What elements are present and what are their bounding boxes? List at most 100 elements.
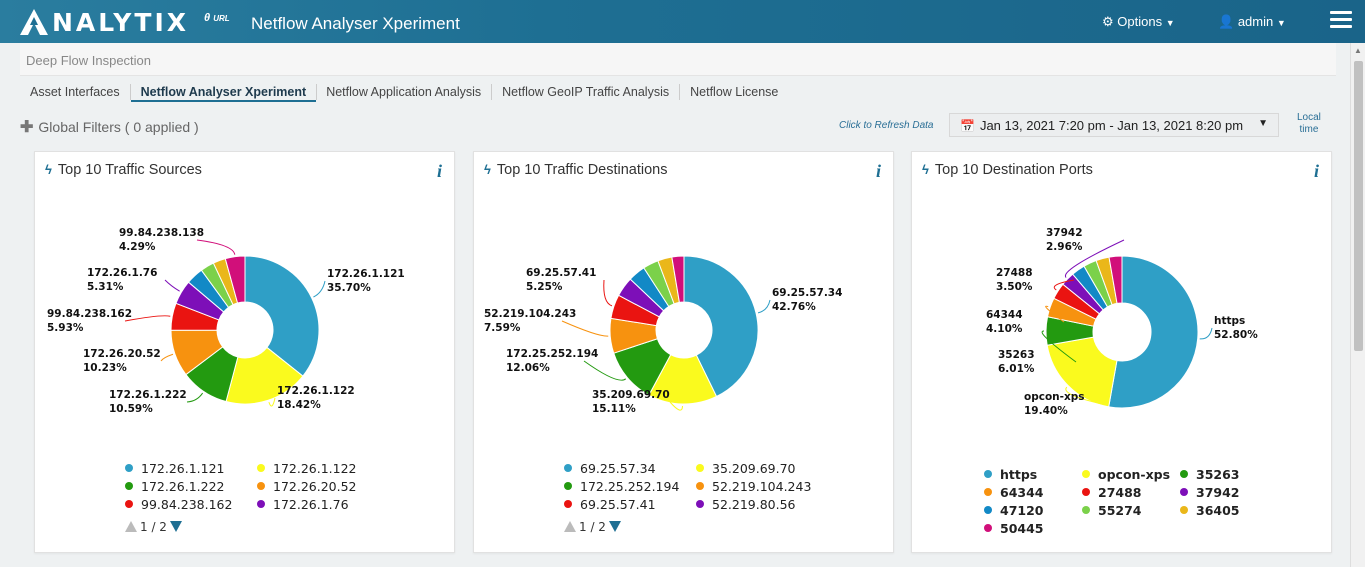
legend-item[interactable]: 52.219.104.243 (696, 479, 811, 494)
legend-label: 37942 (1196, 485, 1240, 500)
callout-line (561, 320, 609, 337)
legend-label: 172.26.20.52 (273, 479, 357, 494)
legend-item[interactable]: opcon-xps (1082, 467, 1170, 482)
pie-slice[interactable] (671, 255, 685, 303)
legend-label: 64344 (1000, 485, 1044, 500)
legend-item[interactable]: 35.209.69.70 (696, 461, 796, 476)
legend-item[interactable]: 47120 (984, 503, 1044, 518)
scroll-up-arrow-icon[interactable]: ▲ (1354, 46, 1362, 55)
pager-down-icon[interactable] (608, 521, 621, 532)
destination-ports-card: ϟ Top 10 Destination Ports i https 52.80% o… (911, 151, 1332, 553)
legend-item[interactable]: 35263 (1180, 467, 1240, 482)
legend-label: 69.25.57.41 (580, 497, 656, 512)
callout-name: 172.26.1.222 (109, 389, 187, 401)
callout-line (603, 279, 613, 307)
top-navbar: NALYTIX θ URL Netflow Analyser Xperiment… (0, 0, 1365, 43)
plus-icon: ✚ (20, 119, 34, 136)
legend-item[interactable]: 36405 (1180, 503, 1240, 518)
legend-item[interactable]: 172.26.20.52 (257, 479, 357, 494)
pager-up-icon[interactable] (125, 521, 137, 532)
logo-a-icon (20, 9, 48, 35)
legend-label: 55274 (1098, 503, 1142, 518)
page-scrollbar[interactable]: ▲ (1350, 43, 1365, 567)
hamburger-menu-icon[interactable] (1330, 11, 1352, 29)
tab-asset-interfaces[interactable]: Asset Interfaces (20, 84, 131, 100)
legend-dot (125, 482, 133, 490)
info-icon[interactable]: i (875, 161, 881, 181)
card-title: ϟ Top 10 Destination Ports (922, 162, 1093, 178)
legend-label: 50445 (1000, 521, 1044, 536)
global-filters-label: Global Filters ( 0 applied ) (38, 119, 199, 135)
callout-name: 64344 (986, 309, 1023, 321)
info-icon[interactable]: i (1313, 161, 1319, 181)
legend-label: 52.219.80.56 (712, 497, 796, 512)
pie-slice[interactable] (1108, 255, 1199, 409)
callout-percent: 15.11% (592, 403, 636, 415)
tab-netflow-application-analysis[interactable]: Netflow Application Analysis (316, 84, 493, 100)
legend-dot (984, 506, 992, 514)
legend-dot (257, 464, 265, 472)
pie-slice[interactable] (1046, 336, 1118, 408)
tab-netflow-geoip-traffic-analysis[interactable]: Netflow GeoIP Traffic Analysis (492, 84, 681, 100)
user-menu[interactable]: 👤 admin ▼ (1218, 14, 1286, 30)
callout-line (196, 239, 236, 255)
legend-item[interactable]: 69.25.57.34 (564, 461, 656, 476)
callout-name: 27488 (996, 267, 1033, 279)
callout-name: 52.219.104.243 (484, 308, 576, 320)
legend-dot (1082, 488, 1090, 496)
refresh-data-link[interactable]: Click to Refresh Data (839, 120, 934, 131)
legend-item[interactable]: 27488 (1082, 485, 1142, 500)
callout-percent: 12.06% (506, 362, 550, 374)
card-title-text: Top 10 Destination Ports (934, 162, 1093, 178)
donut-chart: https 52.80% opcon-xps 19.40% 35263 6.01% 6434… (986, 227, 1258, 417)
legend-item[interactable]: 55274 (1082, 503, 1142, 518)
pie-slice[interactable] (683, 255, 759, 398)
url-icon[interactable]: θ URL (204, 12, 230, 24)
global-filters-toggle[interactable]: ✚ Global Filters ( 0 applied ) (20, 117, 199, 137)
legend-item[interactable]: 172.26.1.222 (125, 479, 225, 494)
callout-line (1053, 279, 1075, 291)
legend-dot (564, 500, 572, 508)
legend-item[interactable]: 172.25.252.194 (564, 479, 679, 494)
pie-slice[interactable] (1108, 255, 1123, 305)
scroll-thumb[interactable] (1354, 61, 1363, 351)
callout-name: 69.25.57.34 (772, 287, 842, 299)
callout-percent: 18.42% (277, 399, 321, 411)
tab-netflow-license[interactable]: Netflow License (690, 85, 779, 99)
legend-item[interactable]: 50445 (984, 521, 1044, 536)
callout-percent: 10.59% (109, 403, 153, 415)
legend-item[interactable]: 69.25.57.41 (564, 497, 656, 512)
legend-item[interactable]: 52.219.80.56 (696, 497, 796, 512)
calendar-icon: 📅 (960, 119, 975, 133)
legend-label: 47120 (1000, 503, 1044, 518)
bolt-icon: ϟ (922, 162, 929, 177)
pie-slice[interactable] (244, 255, 320, 377)
pie-slice[interactable] (224, 255, 246, 304)
options-menu[interactable]: ⚙ Options ▼ (1102, 14, 1175, 30)
tab-netflow-analyser-xperiment[interactable]: Netflow Analyser Xperiment (130, 82, 317, 102)
date-range-picker[interactable]: 📅 Jan 13, 2021 7:20 pm - Jan 13, 2021 8:2… (949, 113, 1279, 137)
legend-item[interactable]: 99.84.238.162 (125, 497, 232, 512)
callout-name: 172.26.20.52 (83, 348, 161, 360)
legend-item[interactable]: 172.26.1.122 (257, 461, 357, 476)
local-time-toggle[interactable]: Local time (1297, 112, 1321, 136)
legend-item[interactable]: 172.26.1.121 (125, 461, 225, 476)
pager-up-icon[interactable] (564, 521, 576, 532)
legend-dot (696, 500, 704, 508)
callout-percent: 4.10% (986, 323, 1023, 335)
legend-label: 52.219.104.243 (712, 479, 812, 494)
info-icon[interactable]: i (436, 161, 442, 181)
card-title: ϟ Top 10 Traffic Destinations (484, 162, 668, 178)
legend-item[interactable]: 64344 (984, 485, 1044, 500)
legend-item[interactable]: 37942 (1180, 485, 1240, 500)
legend-dot (125, 464, 133, 472)
donut-chart: 69.25.57.34 42.76% 35.209.69.70 15.11% 172.2… (484, 255, 842, 415)
callout-percent: 7.59% (484, 322, 521, 334)
legend-item[interactable]: 172.26.1.76 (257, 497, 349, 512)
legend-item[interactable]: https (984, 467, 1037, 482)
analytix-logo[interactable]: NALYTIX (18, 6, 189, 38)
bolt-icon: ϟ (45, 162, 52, 177)
legend-label: opcon-xps (1098, 467, 1171, 482)
legend-label: 172.26.1.122 (273, 461, 357, 476)
pager-down-icon[interactable] (169, 521, 182, 532)
